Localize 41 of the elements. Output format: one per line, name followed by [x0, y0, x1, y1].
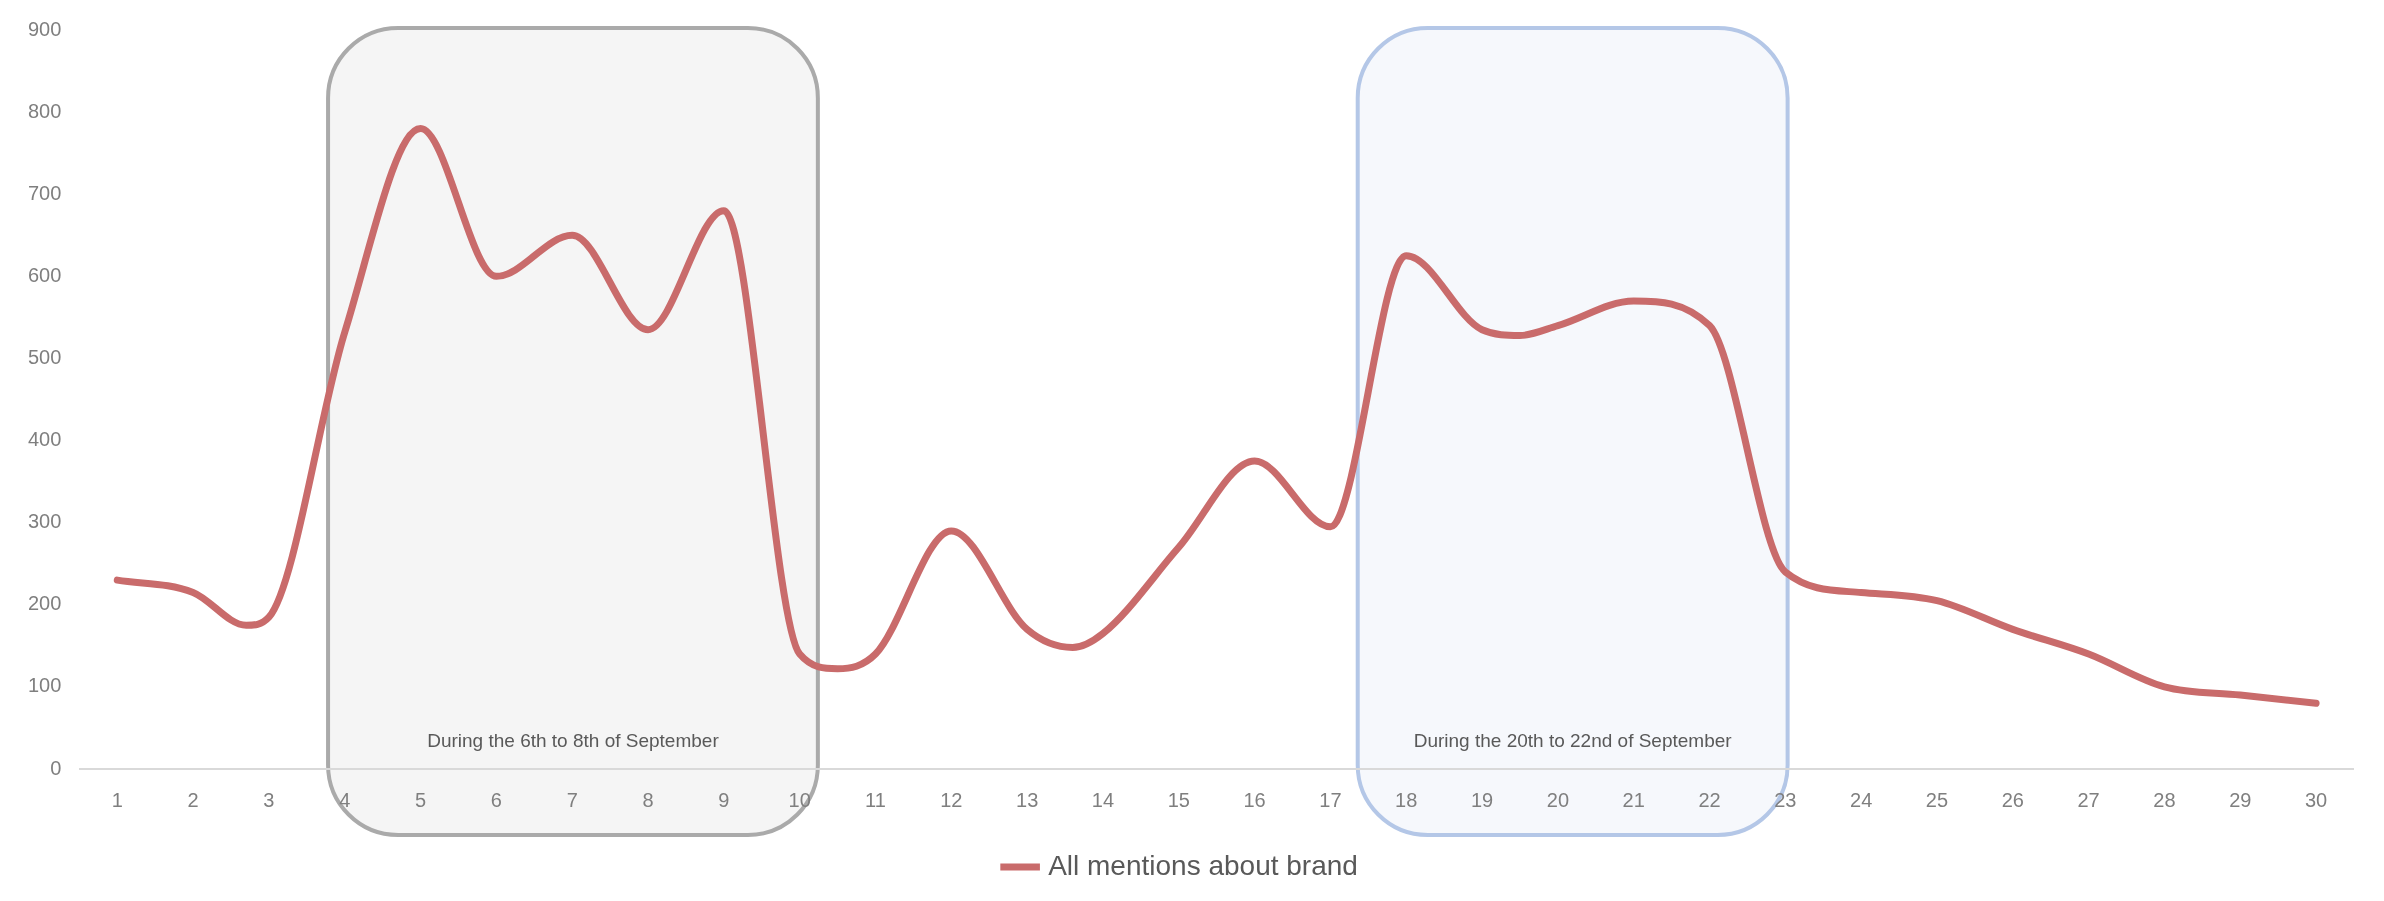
x-tick-label: 3 — [263, 788, 275, 811]
x-tick-label: 2 — [187, 788, 199, 811]
x-tick-label: 22 — [1698, 788, 1721, 811]
x-tick-label: 13 — [1016, 788, 1039, 811]
y-tick-label: 400 — [27, 428, 62, 451]
x-tick-label: 26 — [2001, 788, 2024, 811]
x-tick-label: 1 — [111, 788, 123, 811]
y-tick-label: 800 — [27, 99, 62, 122]
y-tick-label: 100 — [27, 674, 62, 697]
x-tick-label: 9 — [718, 788, 730, 811]
x-tick-label: 17 — [1319, 788, 1342, 811]
y-tick-label: 900 — [27, 17, 62, 40]
y-tick-label: 0 — [50, 756, 62, 779]
y-tick-label: 500 — [27, 345, 62, 368]
band-label: During the 6th to 8th of September — [427, 730, 720, 752]
x-tick-label: 27 — [2077, 788, 2100, 811]
x-tick-label: 11 — [865, 788, 886, 811]
x-tick-label: 24 — [1850, 788, 1873, 811]
y-tick-label: 700 — [27, 181, 62, 204]
x-tick-label: 20 — [1546, 788, 1569, 811]
x-tick-label: 19 — [1470, 788, 1494, 811]
x-tick-label: 25 — [1925, 788, 1949, 811]
x-tick-label: 29 — [2229, 788, 2252, 811]
x-tick-label: 28 — [2153, 788, 2176, 811]
x-tick-label: 5 — [415, 788, 427, 811]
band-label: During the 20th to 22nd of September — [1413, 730, 1733, 752]
y-tick-label: 300 — [27, 510, 62, 533]
x-tick-label: 7 — [566, 788, 578, 811]
x-tick-label: 14 — [1091, 788, 1115, 811]
x-tick-label: 12 — [940, 788, 963, 811]
legend-label: All mentions about brand — [1048, 849, 1358, 881]
x-tick-label: 30 — [2304, 788, 2328, 811]
x-tick-label: 15 — [1167, 788, 1190, 811]
x-tick-label: 6 — [490, 788, 502, 811]
x-tick-label: 8 — [642, 788, 654, 811]
x-tick-label: 4 — [339, 788, 351, 811]
x-tick-label: 18 — [1395, 788, 1418, 811]
x-tick-label: 16 — [1243, 788, 1266, 811]
y-tick-label: 600 — [27, 263, 62, 286]
x-tick-label: 21 — [1622, 788, 1645, 811]
y-tick-label: 200 — [27, 592, 62, 615]
